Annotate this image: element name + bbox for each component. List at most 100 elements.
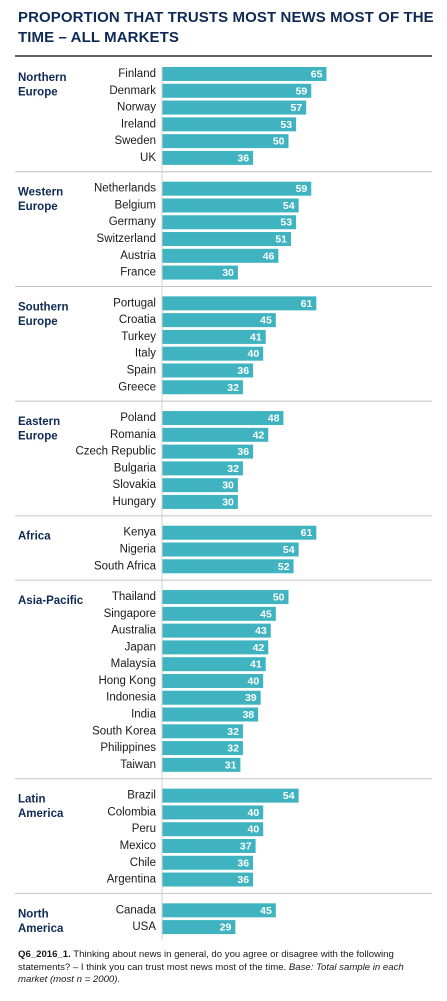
- data-label: 36: [237, 446, 249, 458]
- bar: [162, 623, 271, 638]
- data-label: 46: [263, 250, 275, 262]
- category-label: South Africa: [94, 560, 157, 572]
- bar: [162, 411, 284, 426]
- category-label: Turkey: [121, 331, 156, 343]
- group-label: Western: [18, 187, 63, 199]
- bar: [162, 296, 317, 311]
- bar: [162, 838, 256, 853]
- bar: [162, 590, 289, 605]
- category-label: Greece: [118, 381, 156, 393]
- bar-chart: Northern Europe Finland 65 Denmark 59 Norway 57…: [15, 55, 432, 941]
- group-label: North: [18, 908, 49, 920]
- data-label: 37: [240, 840, 252, 852]
- data-label: 43: [255, 625, 267, 637]
- bar: [162, 903, 276, 918]
- category-label: South Korea: [92, 725, 157, 737]
- data-label: 40: [248, 824, 260, 836]
- bar: [162, 690, 261, 705]
- bar: [162, 707, 259, 722]
- bar: [162, 461, 243, 476]
- data-label: 39: [245, 692, 257, 704]
- bar: [162, 872, 254, 887]
- group-label: Asia-Pacific: [18, 595, 84, 607]
- group-label: Europe: [18, 431, 58, 443]
- category-label: Spain: [127, 364, 156, 376]
- bar: [162, 100, 307, 115]
- bar: [162, 198, 299, 213]
- bar: [162, 427, 269, 442]
- category-label: Kenya: [123, 527, 156, 539]
- footnote: Q6_2016_1. Thinking about news in genera…: [18, 949, 430, 987]
- data-label: 42: [253, 429, 265, 441]
- category-label: India: [131, 709, 157, 721]
- category-label: Thailand: [112, 591, 156, 603]
- data-label: 31: [225, 759, 237, 771]
- data-label: 61: [301, 298, 313, 310]
- category-label: UK: [140, 152, 156, 164]
- chart-title: PROPORTION THAT TRUSTS MOST NEWS MOST OF…: [18, 9, 434, 46]
- bar: [162, 741, 243, 756]
- category-label: Portugal: [113, 297, 156, 309]
- data-label: 40: [248, 675, 260, 687]
- bar: [162, 265, 238, 280]
- category-label: Australia: [111, 625, 156, 637]
- bar: [162, 478, 238, 493]
- data-label: 36: [237, 152, 249, 164]
- category-label: Sweden: [114, 135, 156, 147]
- category-label: Argentina: [107, 874, 157, 886]
- data-label: 50: [273, 136, 285, 148]
- bar: [162, 363, 254, 378]
- category-label: France: [120, 267, 156, 279]
- bar: [162, 181, 312, 196]
- bar: [162, 724, 243, 739]
- category-label: Czech Republic: [75, 446, 156, 458]
- category-label: Netherlands: [94, 183, 156, 195]
- category-label: Hong Kong: [98, 675, 156, 687]
- category-label: Colombia: [107, 806, 156, 818]
- category-label: Bulgaria: [114, 462, 157, 474]
- category-label: Chile: [130, 857, 156, 869]
- category-label: Norway: [117, 102, 156, 114]
- bar: [162, 640, 269, 655]
- group-label: Latin: [18, 794, 45, 806]
- data-label: 40: [248, 807, 260, 819]
- bar: [162, 329, 266, 344]
- data-label: 53: [280, 217, 292, 229]
- group-label: Northern: [18, 72, 67, 84]
- bar: [162, 494, 238, 509]
- category-label: Brazil: [127, 790, 156, 802]
- data-label: 41: [250, 331, 262, 343]
- group-label: Southern: [18, 301, 68, 313]
- category-label: Slovakia: [113, 479, 157, 491]
- data-label: 40: [248, 348, 260, 360]
- bar: [162, 525, 317, 540]
- bar: [162, 606, 276, 621]
- category-label: Hungary: [113, 496, 157, 508]
- category-label: Croatia: [119, 314, 157, 326]
- bar: [162, 117, 297, 132]
- category-label: Belgium: [114, 199, 156, 211]
- data-label: 30: [222, 496, 234, 508]
- data-label: 54: [283, 544, 295, 556]
- group-label: Europe: [18, 201, 58, 213]
- data-label: 61: [301, 527, 313, 539]
- category-label: Finland: [118, 68, 156, 80]
- data-label: 30: [222, 480, 234, 492]
- bar: [162, 444, 254, 459]
- group-label: Europe: [18, 316, 58, 328]
- category-label: Mexico: [120, 840, 156, 852]
- data-label: 29: [220, 922, 232, 934]
- category-label: Taiwan: [120, 759, 156, 771]
- bar: [162, 542, 299, 557]
- group-label: Africa: [18, 531, 51, 543]
- bar: [162, 134, 289, 149]
- bar: [162, 805, 264, 820]
- data-label: 36: [237, 874, 249, 886]
- bar: [162, 822, 264, 837]
- data-label: 32: [227, 463, 239, 475]
- category-label: Peru: [132, 823, 156, 835]
- bar: [162, 855, 254, 870]
- group-label: Europe: [18, 87, 58, 99]
- group-label: America: [18, 808, 64, 820]
- data-label: 54: [283, 790, 295, 802]
